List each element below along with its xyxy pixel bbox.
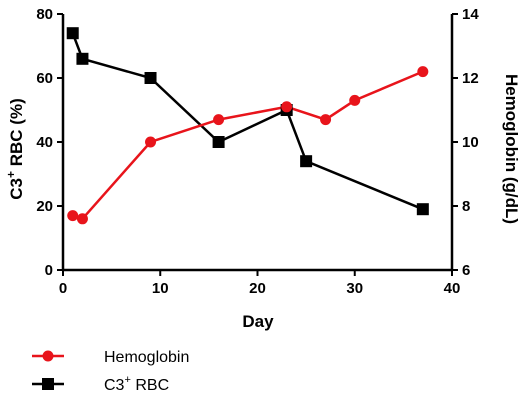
data-point-hemoglobin: [77, 213, 88, 224]
data-point-hemoglobin: [320, 114, 331, 125]
series-line-c3-rbc: [73, 33, 423, 209]
legend-item-c3-rbc: C3+ RBC: [32, 374, 169, 394]
left-axis-title-rest: RBC (%): [7, 98, 26, 171]
data-point-hemoglobin: [417, 66, 428, 77]
data-point-hemoglobin: [213, 114, 224, 125]
left-y-tick-label: 0: [45, 262, 53, 279]
data-point-hemoglobin: [281, 101, 292, 112]
left-y-tick-label: 40: [36, 134, 53, 151]
series-markers: [67, 27, 429, 224]
legend-label-c3-rest: RBC: [131, 377, 169, 394]
legend-item-hemoglobin: Hemoglobin: [32, 349, 189, 366]
left-y-tick-label: 20: [36, 198, 53, 215]
legend-label-hemoglobin: Hemoglobin: [104, 349, 189, 366]
series-lines: [73, 33, 423, 219]
axes: 0 10 20 30 40 0 20 40 60 80 6 8 10 12 14: [36, 6, 479, 297]
left-axis-title-sup: +: [4, 171, 18, 178]
right-y-tick-label: 8: [462, 198, 470, 215]
left-axis-title-main: C3: [7, 178, 26, 200]
left-axis-title: C3+ RBC (%): [4, 98, 26, 199]
x-tick-label: 40: [444, 280, 461, 297]
series-line-hemoglobin: [73, 72, 423, 219]
left-y-tick-label: 60: [36, 70, 53, 87]
x-tick-label: 10: [152, 280, 169, 297]
data-point-c3-rbc: [67, 27, 79, 39]
x-tick-label: 0: [59, 280, 67, 297]
legend: Hemoglobin C3+ RBC: [32, 349, 189, 394]
right-y-tick-label: 14: [462, 6, 479, 23]
right-y-tick-label: 10: [462, 134, 479, 151]
legend-label-c3-main: C3: [104, 377, 125, 394]
data-point-c3-rbc: [213, 136, 225, 148]
data-point-c3-rbc: [300, 155, 312, 167]
right-y-tick-label: 6: [462, 262, 470, 279]
legend-label-c3-rbc: C3+ RBC: [104, 374, 169, 394]
right-y-tick-label: 12: [462, 70, 479, 87]
x-tick-label: 20: [249, 280, 266, 297]
data-point-c3-rbc: [417, 203, 429, 215]
legend-marker-hemoglobin: [43, 351, 54, 362]
data-point-c3-rbc: [76, 53, 88, 65]
left-y-tick-label: 80: [36, 6, 53, 23]
x-axis-title: Day: [242, 312, 274, 331]
right-axis-title: Hemoglobin (g/dL): [502, 74, 520, 224]
legend-marker-c3-rbc: [42, 378, 54, 390]
x-tick-label: 30: [346, 280, 363, 297]
data-point-c3-rbc: [145, 72, 157, 84]
data-point-hemoglobin: [145, 137, 156, 148]
data-point-hemoglobin: [67, 210, 78, 221]
data-point-hemoglobin: [349, 95, 360, 106]
